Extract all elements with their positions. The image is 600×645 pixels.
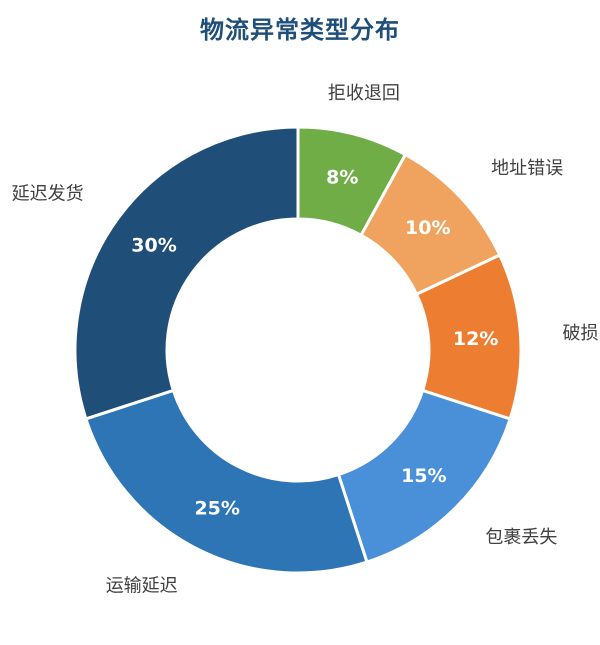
slice-percent-label: 10% <box>405 217 450 239</box>
slice-category-label: 破损 <box>562 323 598 344</box>
slice-group <box>73 125 523 575</box>
slice-percent-label: 15% <box>401 465 446 487</box>
chart-title: 物流异常类型分布 <box>200 16 400 44</box>
percent-label-group: 30% 8% 10% 12% 15% 25% <box>131 167 498 520</box>
slice-percent-label: 8% <box>326 167 358 189</box>
donut-slice <box>84 388 369 575</box>
slice-category-label: 拒收退回 <box>328 83 400 104</box>
slice-percent-label: 25% <box>194 498 239 520</box>
donut-slice <box>73 125 300 421</box>
slice-category-label: 地址错误 <box>491 158 563 179</box>
slice-category-label: 延迟发货 <box>12 184 84 205</box>
slice-percent-label: 12% <box>453 328 498 350</box>
slice-percent-label: 30% <box>131 234 176 256</box>
slice-category-label: 包裹丢失 <box>485 527 557 548</box>
slice-category-label: 运输延迟 <box>106 576 178 597</box>
